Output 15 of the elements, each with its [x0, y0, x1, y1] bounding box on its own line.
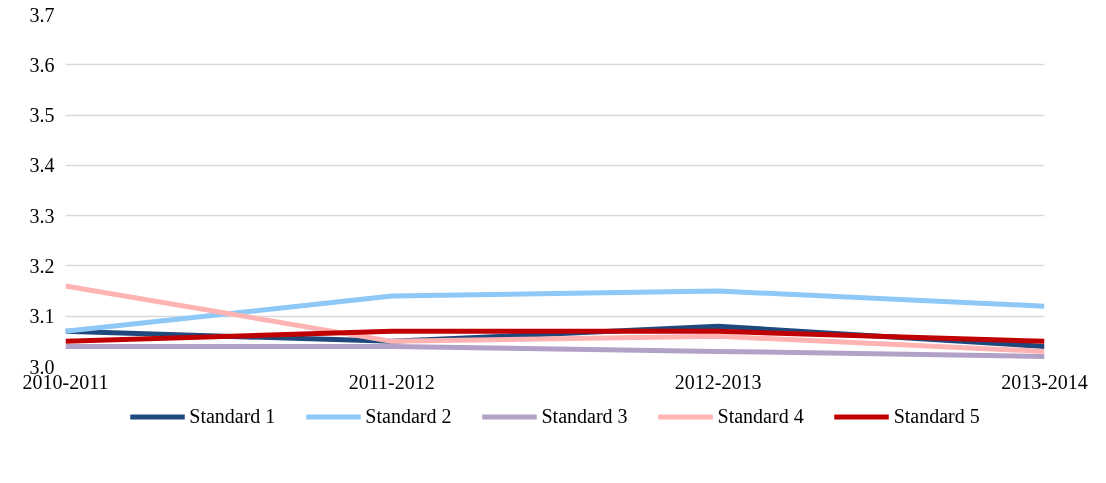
- y-tick-label: 3.1: [29, 305, 55, 328]
- x-tick-label: 2012-2013: [674, 370, 762, 393]
- y-tick-label: 3.5: [29, 104, 55, 127]
- y-tick-label: 3.4: [29, 154, 55, 177]
- y-tick-label: 3.2: [29, 254, 55, 277]
- y-tick-label: 3.6: [29, 53, 55, 76]
- x-tick-label: 2011-2012: [348, 370, 435, 393]
- legend-label: Standard 1: [189, 404, 276, 428]
- legend-label: Standard 2: [365, 404, 452, 428]
- y-tick-label: 3.3: [29, 204, 55, 227]
- x-tick-label: 2013-2014: [1001, 370, 1088, 393]
- legend-label: Standard 3: [541, 404, 628, 428]
- y-tick-label: 3.7: [29, 3, 55, 26]
- legend-label: Standard 4: [717, 404, 804, 428]
- legend-label: Standard 5: [893, 404, 980, 428]
